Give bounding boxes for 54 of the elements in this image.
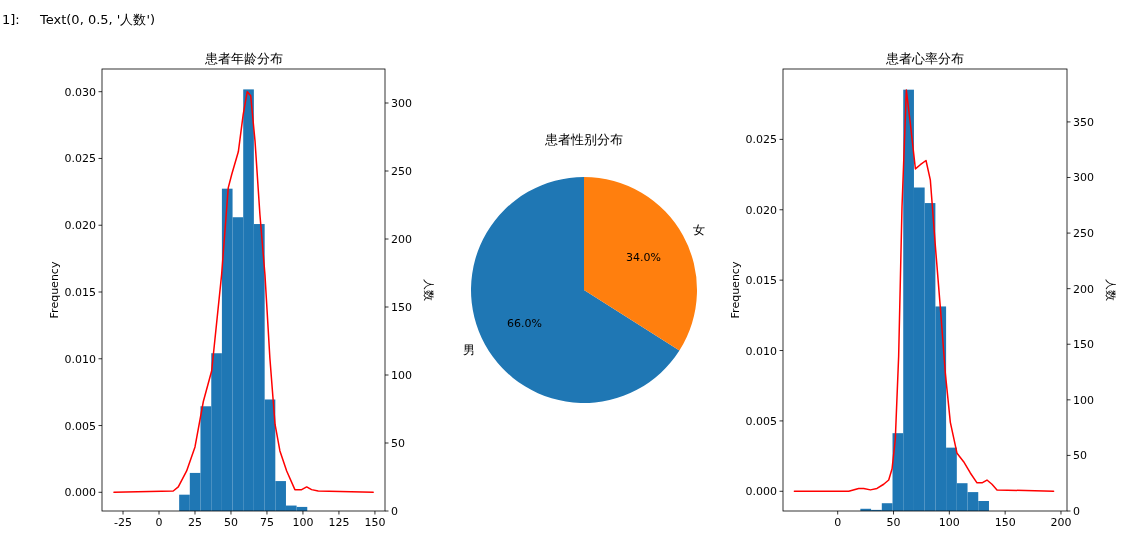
y2-tick-label: 300 [391, 97, 412, 110]
data-label: 66.0% [507, 316, 543, 330]
y-tick-label: 0.005 [64, 419, 96, 433]
data-label: 34.0% [625, 251, 661, 265]
x-tick-label: 50 [223, 516, 238, 529]
y2-tick-label: 0 [391, 505, 398, 518]
y-tick-label: 0.000 [64, 486, 96, 500]
chart-title: 患者性别分布 [544, 132, 623, 147]
y-tick-label: 0.030 [64, 85, 96, 99]
text: Text(0, 0.5, '人数') [39, 12, 156, 27]
x-tick-label: 125 [328, 516, 350, 529]
text: 1]: [2, 12, 20, 27]
y2-tick-label: 150 [391, 301, 412, 314]
x-tick-label: 50 [886, 516, 901, 529]
y2-tick-label: 350 [1073, 115, 1094, 129]
chart-title: 患者心率分布 [885, 51, 964, 66]
x-tick-label: 100 [292, 516, 314, 529]
x-tick-label: 100 [938, 516, 960, 529]
y-tick-label: 0.015 [745, 274, 777, 288]
y2-axis-title: 人数 [422, 279, 435, 301]
y-tick-label: 0.020 [64, 219, 96, 233]
y2-axis-title: 人数 [1104, 279, 1117, 301]
x-tick-label: -25 [114, 516, 132, 529]
slice-label: 男 [463, 342, 476, 357]
y-tick-label: 0.010 [745, 344, 777, 358]
y-axis-title: Frequency [48, 261, 61, 319]
x-tick-label: 0 [834, 516, 842, 529]
y2-tick-label: 200 [391, 233, 412, 246]
y-tick-label: 0.020 [745, 203, 777, 217]
y2-tick-label: 250 [1073, 227, 1094, 241]
y2-tick-label: 0 [1073, 505, 1080, 518]
x-tick-label: 0 [155, 516, 163, 529]
y2-tick-label: 150 [1073, 338, 1094, 352]
y2-tick-label: 50 [1073, 449, 1087, 463]
y-tick-label: 0.005 [745, 414, 777, 428]
y-tick-label: 0.025 [64, 152, 96, 166]
y-axis-title: Frequency [729, 261, 742, 319]
y-tick-label: 0.015 [64, 286, 96, 299]
y-tick-label: 0.000 [745, 485, 777, 499]
y2-tick-label: 50 [391, 437, 405, 450]
y2-tick-label: 300 [1073, 171, 1094, 185]
x-tick-label: 200 [1050, 516, 1072, 529]
y2-tick-label: 100 [1073, 393, 1094, 407]
x-tick-label: 75 [259, 516, 274, 529]
y-tick-label: 0.010 [64, 352, 96, 366]
slice-label: 女 [692, 223, 705, 238]
y2-tick-label: 200 [1073, 282, 1094, 296]
y-tick-label: 0.025 [745, 133, 777, 147]
y2-tick-label: 100 [391, 369, 412, 382]
y2-tick-label: 250 [391, 165, 412, 178]
x-tick-label: 150 [364, 516, 386, 529]
x-tick-label: 25 [187, 516, 202, 529]
x-tick-label: 150 [994, 516, 1016, 529]
chart-title: 患者年龄分布 [203, 51, 283, 66]
